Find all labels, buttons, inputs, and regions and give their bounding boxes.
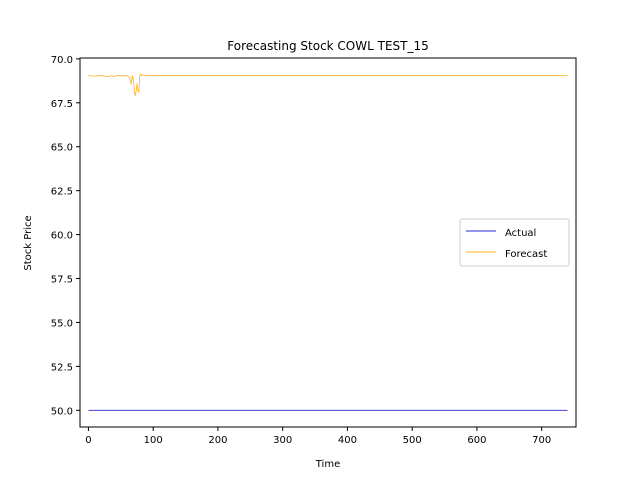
y-axis: 50.0 52.5 55.0 57.5 60.0 62.5 65.0 67.5 70.0: [51, 55, 80, 417]
x-tick-label: 0: [85, 435, 91, 446]
legend: Actual Forecast: [459, 218, 570, 267]
x-tick-label: 500: [403, 435, 422, 446]
y-axis-title: Stock Price: [23, 215, 34, 270]
chart-title: Forecasting Stock COWL TEST_15: [227, 39, 429, 53]
x-tick-label: 100: [144, 435, 163, 446]
y-tick-label: 55.0: [51, 318, 73, 329]
y-tick-label: 60.0: [51, 231, 73, 242]
series-line-forecast: [88, 73, 568, 97]
x-tick-label: 700: [532, 435, 551, 446]
x-tick-label: 200: [208, 435, 227, 446]
y-tick-label: 57.5: [51, 275, 73, 286]
x-tick-label: 300: [273, 435, 292, 446]
y-tick-label: 67.5: [51, 99, 73, 110]
x-axis: 0 100 200 300 400 500 600 700: [85, 427, 551, 446]
x-tick-label: 600: [467, 435, 486, 446]
y-tick-label: 70.0: [51, 55, 73, 66]
y-tick-label: 50.0: [51, 406, 73, 417]
x-tick-label: 400: [338, 435, 357, 446]
legend-label-actual: Actual: [505, 228, 536, 239]
plot-frame: [79, 57, 577, 428]
y-tick-label: 65.0: [51, 143, 73, 154]
y-tick-label: 52.5: [51, 362, 73, 373]
series-layer: [88, 73, 568, 411]
y-tick-label: 62.5: [51, 187, 73, 198]
x-axis-title: Time: [315, 459, 340, 470]
legend-label-forecast: Forecast: [505, 249, 547, 260]
